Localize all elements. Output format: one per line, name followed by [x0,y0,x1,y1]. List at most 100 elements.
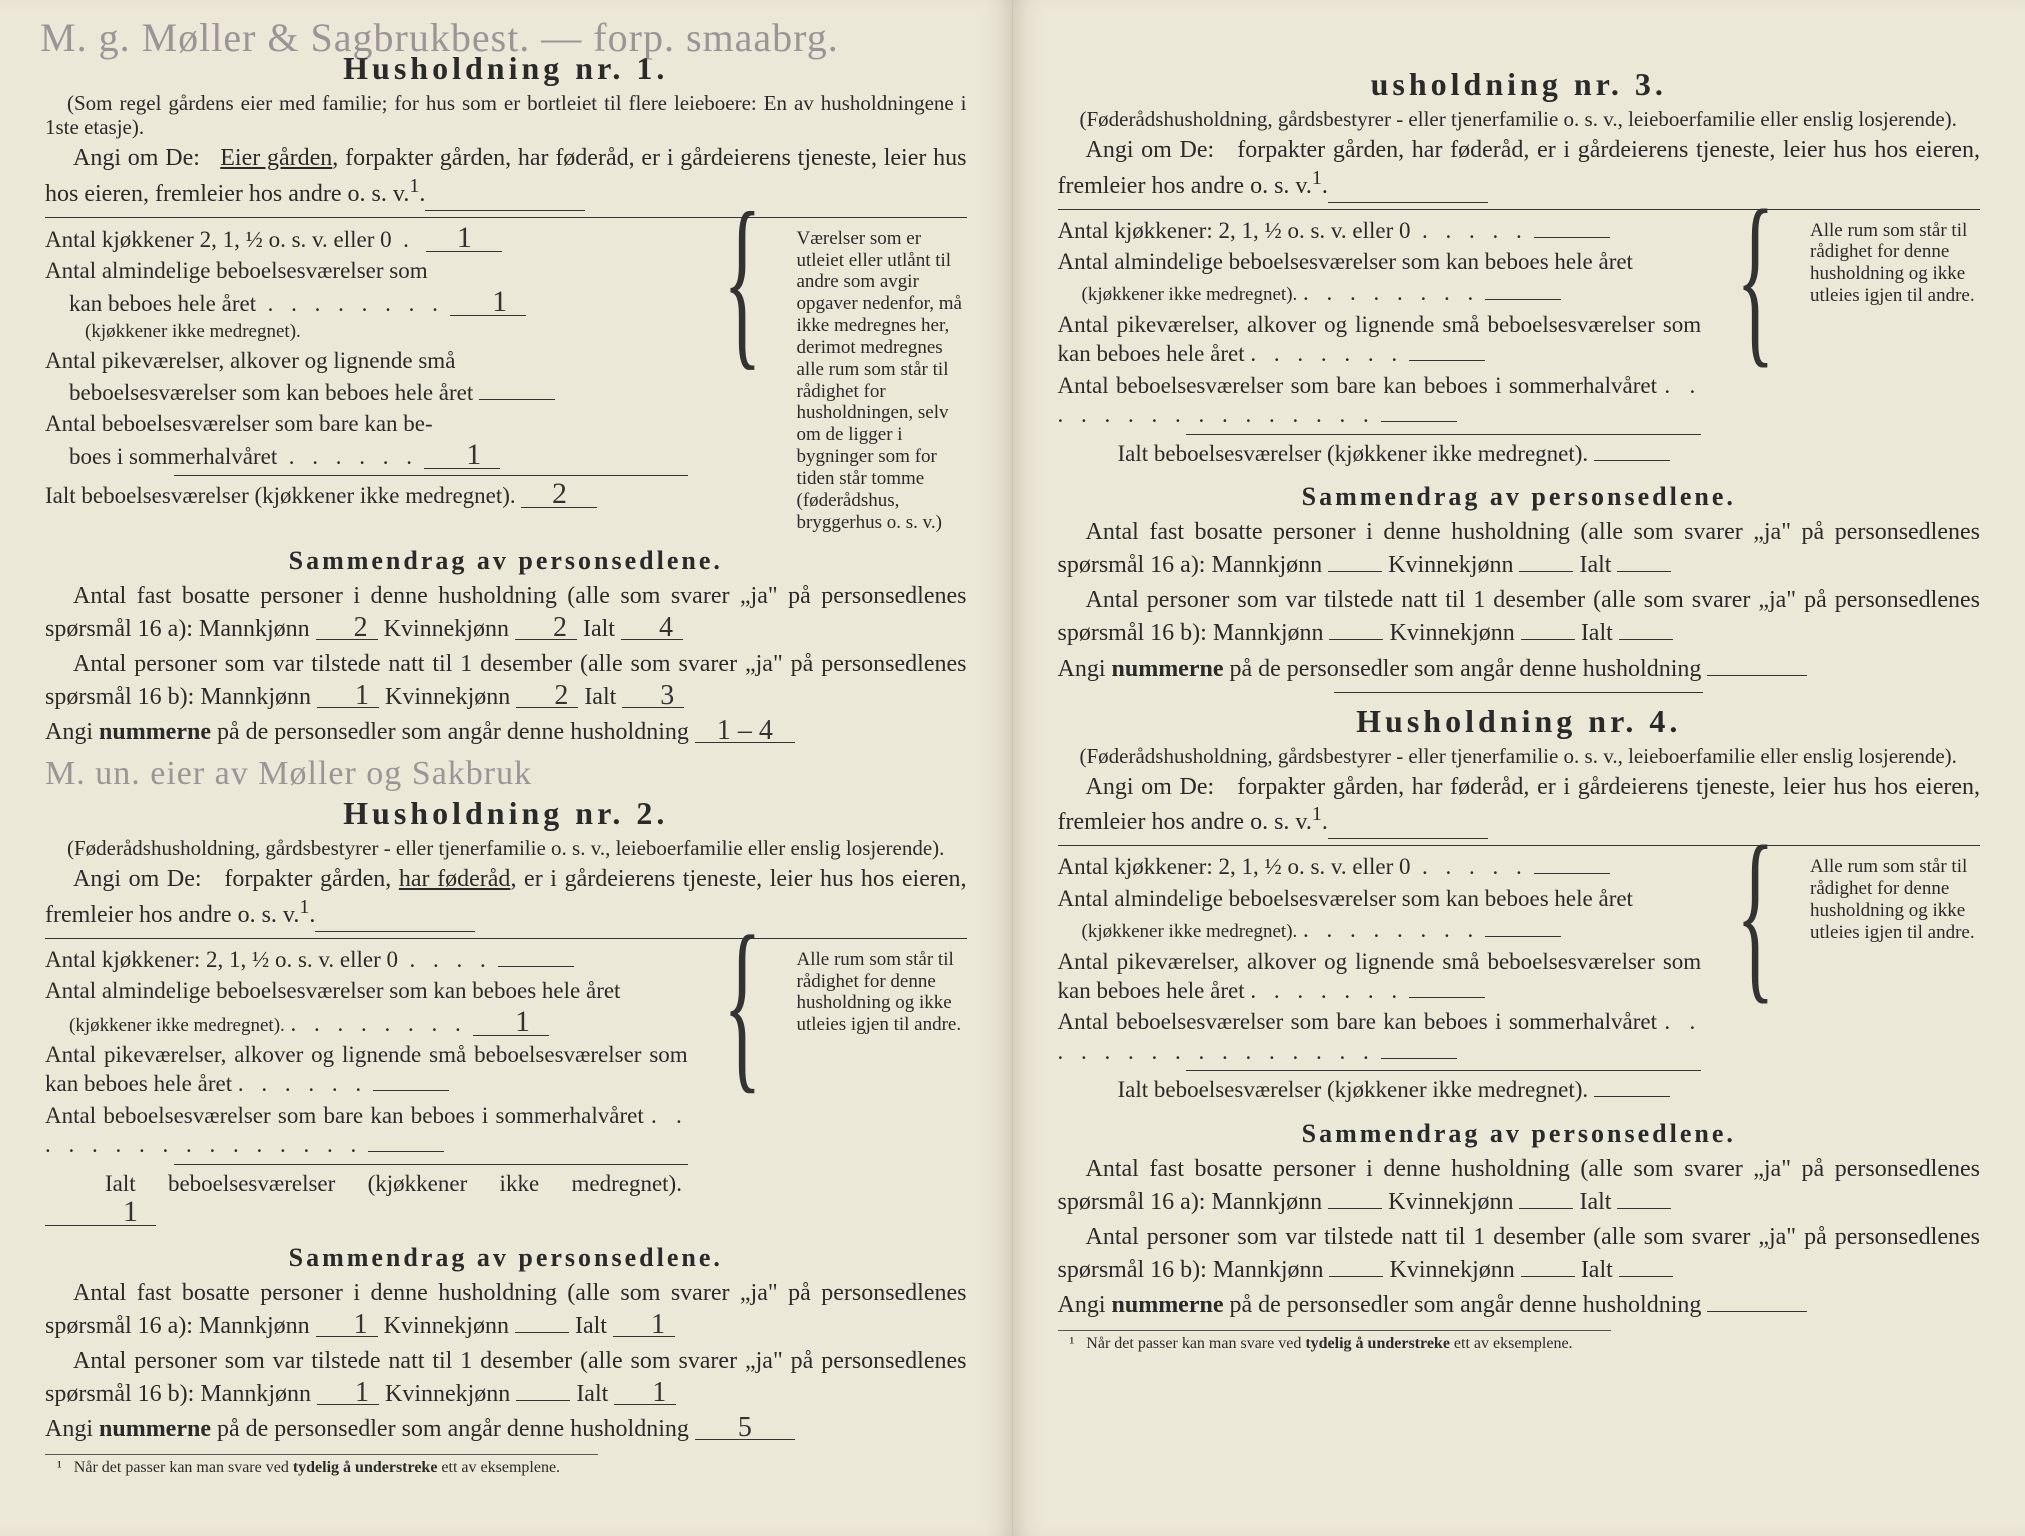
h2-ans-sommer [368,1151,444,1152]
h4-ans-kjokken [1534,873,1610,874]
h4-sammen-title: Sammendrag av personsedlene. [1058,1119,1981,1149]
h4-a-k [1519,1208,1573,1209]
footnote-right: ¹ Når det passer kan man svare ved tydel… [1058,1330,1612,1353]
h2-a-i: 1 [613,1314,675,1337]
h1-ans-pike [479,399,555,400]
h1-ans-ialt: 2 [521,480,597,508]
h4-q-alm-note: (kjøkkener ikke medregnet). [1082,921,1298,942]
h3-ans-kjokken [1534,237,1610,238]
h3-q-som: Antal beboelsesværelser som bare kan beb… [1058,373,1657,398]
h1-q-pike2: beboelsesværelser som kan beboes hele år… [69,380,473,405]
h2-side: Alle rum som står til rådighet for denne… [797,945,967,1231]
h3-q-kjokken: Antal kjøkkener: 2, 1, ½ o. s. v. eller … [1058,218,1411,243]
h3-a-k [1519,571,1573,572]
h4-num: Angi nummerne på de personsedler som ang… [1058,1289,1981,1322]
h1-q-pike1: Antal pikeværelser, alkover og lignende … [45,348,455,373]
h3-p16a: Antal fast bosatte personer i denne hush… [1058,516,1981,582]
h2-room-block: Antal kjøkkener: 2, 1, ½ o. s. v. eller … [45,945,967,1231]
h3-ans-num [1707,675,1807,676]
document-spread: M. g. Møller & Sagbrukbest. — forp. smaa… [0,0,2025,1536]
h1-q-som2: boes i sommerhalvåret [69,444,277,469]
h4-p16b: Antal personer som var tilstede natt til… [1058,1221,1981,1287]
h4-p16a: Antal fast bosatte personer i denne hush… [1058,1153,1981,1219]
h1-a-k: 2 [515,617,577,640]
h3-b-k [1521,639,1575,640]
h3-q-alm-note: (kjøkkener ikke medregnet). [1082,284,1298,305]
h4-lead: Angi om De: forpakter gården, har føderå… [1058,772,1981,839]
h4-q-som: Antal beboelsesværelser som bare kan beb… [1058,1009,1657,1034]
h1-lead: Angi om De: Eier gården, forpakter gårde… [45,143,967,210]
h1-a-m: 2 [316,617,378,640]
handwriting-mid: M. un. eier av Møller og Sakbruk [45,757,967,791]
h3-q-alm: Antal almindelige beboelsesværelser som … [1058,249,1633,274]
h2-ans-num: 5 [695,1417,795,1440]
h2-q-ialt: Ialt beboelsesværelser (kjøkkener ikke m… [105,1171,682,1196]
h4-ans-ialt [1594,1096,1670,1097]
handwriting-top: M. g. Møller & Sagbrukbest. — forp. smaa… [40,18,839,58]
h4-ans-num [1707,1311,1807,1312]
h4-side: Alle rum som står til rådighet for denne… [1810,852,1980,1107]
h3-num: Angi nummerne på de personsedler som ang… [1058,653,1981,686]
h2-q-pike: Antal pikeværelser, alkover og lignende … [45,1042,688,1096]
h3-a-m [1328,571,1382,572]
h2-b-m: 1 [317,1382,379,1405]
h3-room-block: Antal kjøkkener: 2, 1, ½ o. s. v. eller … [1058,216,1981,471]
h3-lead: Angi om De: forpakter gården, har føderå… [1058,135,1981,202]
h1-subnote: (Som regel gårdens eier med familie; for… [45,91,967,139]
h1-p16b: Antal personer som var tilstede natt til… [45,648,967,714]
h1-num: Angi nummerne på de personsedler som ang… [45,716,967,749]
h2-q-som: Antal beboelsesværelser som bare kan beb… [45,1103,644,1128]
h2-num: Angi nummerne på de personsedler som ang… [45,1413,967,1446]
h3-ans-alm [1485,299,1561,300]
h2-q-alm-note: (kjøkkener ikke medregnet). [69,1015,285,1036]
h3-ans-sommer [1381,421,1457,422]
h2-p16a: Antal fast bosatte personer i denne hush… [45,1277,967,1343]
h3-side: Alle rum som står til rådighet for denne… [1810,216,1980,471]
h2-ans-alm: 1 [473,1008,549,1036]
h1-room-block: Antal kjøkkener 2, 1, ½ o. s. v. eller 0… [45,224,967,534]
h4-subnote: (Føderådshusholdning, gårdsbestyrer - el… [1058,744,1981,768]
brace-icon: { [722,193,762,565]
h4-ans-alm [1485,936,1561,937]
h4-a-m [1328,1208,1382,1209]
h2-ans-ialt: 1 [45,1198,156,1226]
h3-subnote: (Føderådshusholdning, gårdsbestyrer - el… [1058,107,1981,131]
h1-q-som1: Antal beboelsesværelser som bare kan be- [45,411,433,436]
h2-title: Husholdning nr. 2. [45,795,967,832]
h3-p16b: Antal personer som var tilstede natt til… [1058,584,1981,650]
h1-a-i: 4 [621,617,683,640]
footnote-left: ¹ Når det passer kan man svare ved tydel… [45,1454,598,1477]
h1-ans-sommer: 1 [424,441,500,469]
h1-q-alm-note: (kjøkkener ikke medregnet). [85,321,301,342]
h1-q-ialt: Ialt beboelsesværelser (kjøkkener ikke m… [45,483,516,508]
h2-b-k [516,1400,570,1401]
h3-ans-ialt [1594,460,1670,461]
h4-title: Husholdning nr. 4. [1058,703,1981,740]
h1-ans-num: 1 – 4 [695,720,795,743]
h2-sammen-title: Sammendrag av personsedlene. [45,1243,967,1273]
brace-icon: { [1735,827,1775,1132]
left-page: M. g. Møller & Sagbrukbest. — forp. smaa… [0,0,1013,1536]
h3-b-i [1619,639,1673,640]
h2-a-m: 1 [316,1314,378,1337]
brace-icon: { [1735,190,1775,495]
h2-p16b: Antal personer som var tilstede natt til… [45,1345,967,1411]
h2-q-alm: Antal almindelige beboelsesværelser som … [45,978,620,1003]
h2-ans-kjokken [498,966,574,967]
h3-b-m [1329,639,1383,640]
h2-b-i: 1 [614,1382,676,1405]
right-page: usholdning nr. 3. (Føderådshusholdning, … [1013,0,2025,1536]
h4-ans-sommer [1381,1058,1457,1059]
brace-icon: { [722,916,762,1259]
h1-ans-alm: 1 [450,288,526,316]
h4-room-block: Antal kjøkkener: 2, 1, ½ o. s. v. eller … [1058,852,1981,1107]
h1-q-alm1: Antal almindelige beboelsesværelser som [45,258,428,283]
h1-sammen-title: Sammendrag av personsedlene. [45,546,967,576]
h2-ans-pike [373,1090,449,1091]
h1-b-m: 1 [317,685,379,708]
h4-q-ialt: Ialt beboelsesværelser (kjøkkener ikke m… [1118,1077,1589,1102]
h3-title: usholdning nr. 3. [1058,66,1981,103]
h3-ans-pike [1409,360,1485,361]
h4-ans-pike [1409,997,1485,998]
h3-sammen-title: Sammendrag av personsedlene. [1058,482,1981,512]
